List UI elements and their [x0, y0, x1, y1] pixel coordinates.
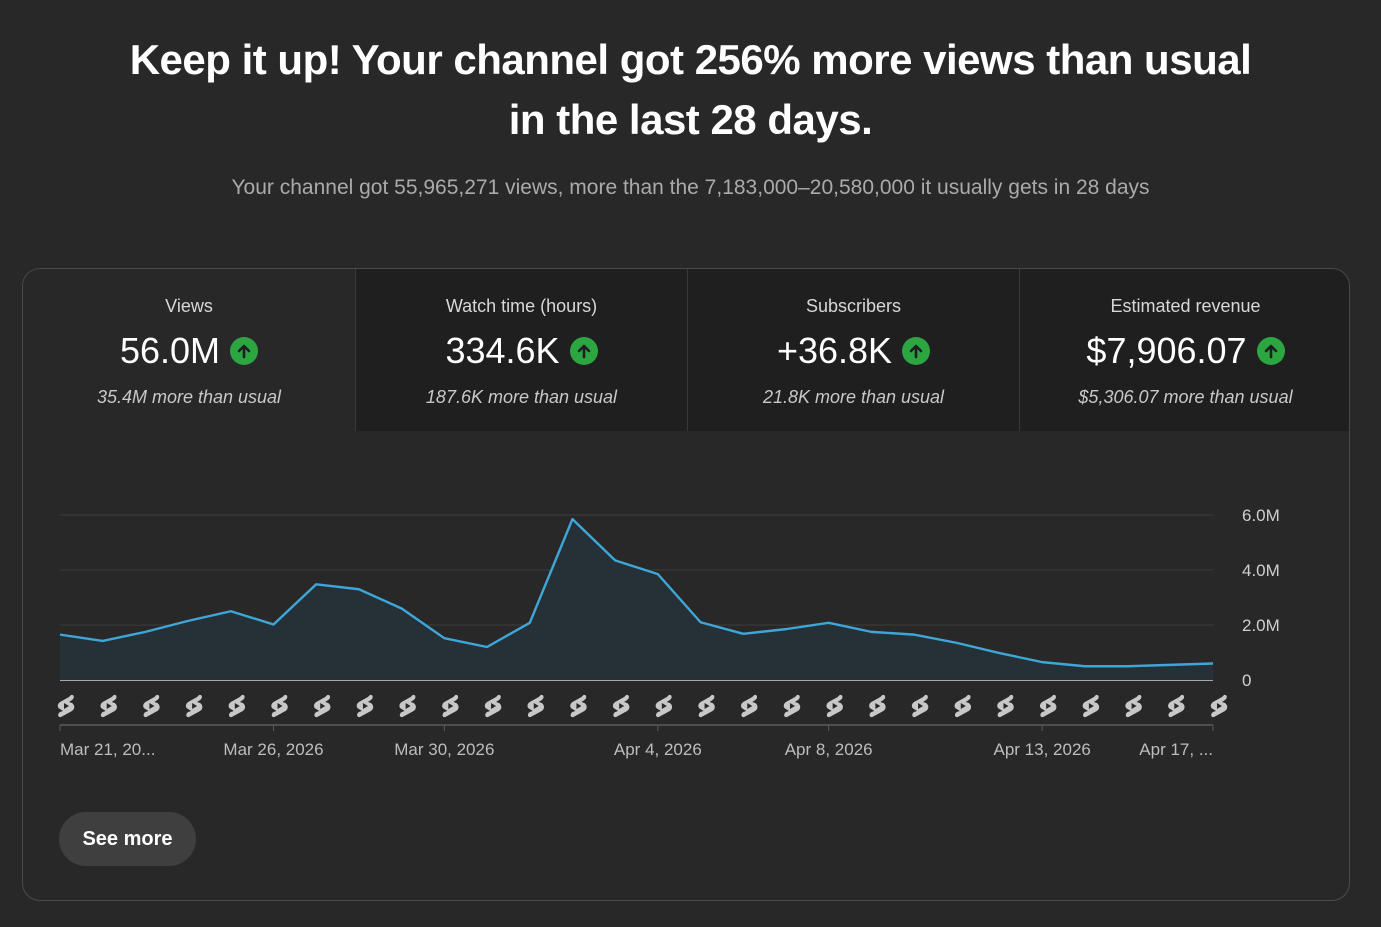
tab-estimated-revenue[interactable]: Estimated revenue $7,906.07 $5,306.07 mo… [1019, 269, 1349, 431]
arrow-up-icon [230, 337, 259, 365]
shorts-icon [484, 694, 502, 718]
shorts-icon [57, 694, 75, 718]
tab-note: $5,306.07 more than usual [1078, 387, 1293, 407]
data-point [399, 606, 405, 612]
data-point [1125, 663, 1131, 669]
tab-note: 21.8K more than usual [762, 387, 945, 407]
views-chart[interactable]: 0 2.0M 4.0M 6.0M Mar 21, 20... Mar 26, 2026 Ma… [23, 431, 1350, 801]
views-line [59, 517, 1214, 668]
tab-watch-time[interactable]: Watch time (hours) 334.6K 187.6K more th… [355, 269, 687, 431]
data-point [612, 557, 618, 563]
views-area [60, 519, 1213, 680]
y-tick-label: 6.0M [1242, 506, 1280, 525]
data-point [57, 632, 63, 638]
shorts-icon [356, 694, 374, 718]
data-point [1167, 662, 1173, 668]
shorts-icon [911, 694, 929, 718]
data-point [1039, 659, 1045, 665]
page-subline: Your channel got 55,965,271 views, more … [231, 176, 1150, 199]
shorts-icon [869, 694, 886, 718]
shorts-icon [1210, 694, 1228, 718]
tab-label: Estimated revenue [1110, 296, 1261, 316]
shorts-icon [612, 694, 630, 718]
tab-value: +36.8K [776, 330, 893, 371]
shorts-icon [570, 694, 587, 718]
data-point [142, 629, 148, 635]
tab-subscribers[interactable]: Subscribers +36.8K 21.8K more than usual [687, 269, 1019, 431]
x-tick-label: Apr 13, 2026 [994, 740, 1091, 759]
shorts-icon [1082, 694, 1100, 718]
x-tick-label: Apr 17, ... [1139, 740, 1213, 759]
x-tick-label: Mar 30, 2026 [394, 740, 494, 759]
shorts-icon [185, 694, 203, 718]
data-point [911, 632, 917, 638]
shorts-icon [954, 694, 972, 718]
x-tick-label: Apr 4, 2026 [614, 740, 702, 759]
data-point [271, 621, 277, 627]
shorts-icon [143, 694, 160, 718]
data-point [356, 586, 362, 592]
page-headline: Keep it up! Your channel got 256% more v… [129, 36, 1252, 143]
data-point [484, 644, 490, 650]
data-point [698, 619, 704, 625]
tab-value: $7,906.07 [1086, 330, 1247, 371]
shorts-icon [442, 694, 459, 718]
shorts-icon [100, 694, 117, 718]
data-point [313, 581, 319, 587]
tab-note: 187.6K more than usual [425, 387, 618, 407]
data-point [100, 638, 106, 644]
shorts-icon [527, 694, 544, 718]
data-point [527, 620, 533, 626]
shorts-icon [783, 694, 801, 718]
shorts-icon [741, 694, 758, 718]
x-tick-label: Apr 8, 2026 [785, 740, 873, 759]
tab-note: 35.4M more than usual [96, 387, 282, 407]
data-point [826, 620, 832, 626]
see-more-button[interactable]: See more [59, 812, 196, 866]
y-tick-label: 4.0M [1242, 561, 1280, 580]
y-tick-label: 2.0M [1242, 616, 1280, 635]
x-tick-label: Mar 26, 2026 [223, 740, 323, 759]
shorts-icon [655, 694, 673, 718]
metric-tabs: Views 56.0M 35.4M more than usual Watch … [23, 269, 1349, 431]
tab-value: 56.0M [119, 330, 221, 371]
data-point [569, 516, 575, 522]
data-point [740, 631, 746, 637]
data-point [868, 629, 874, 635]
shorts-icon [313, 694, 331, 718]
shorts-icon [826, 694, 843, 718]
data-point [441, 635, 447, 641]
shorts-icon [228, 694, 246, 718]
data-point [996, 650, 1002, 656]
shorts-icon [399, 694, 416, 718]
arrow-up-icon [1256, 337, 1285, 365]
x-tick-label: Mar 21, 20... [60, 740, 155, 759]
arrow-up-icon [569, 337, 598, 365]
data-point [1082, 663, 1088, 669]
data-point [783, 626, 789, 632]
tab-label: Subscribers [805, 296, 902, 316]
analytics-card: Views 56.0M 35.4M more than usual Watch … [22, 268, 1350, 901]
shorts-icon [1039, 694, 1057, 718]
tab-views[interactable]: Views 56.0M 35.4M more than usual [23, 269, 355, 431]
data-point [655, 571, 661, 577]
data-point [228, 608, 234, 614]
tab-label: Watch time (hours) [445, 296, 598, 316]
shorts-icon [1168, 694, 1185, 718]
data-point [954, 640, 960, 646]
tab-label: Views [165, 296, 213, 316]
shorts-icon [698, 694, 715, 718]
data-point [1210, 661, 1216, 667]
shorts-icon [271, 694, 288, 718]
y-tick-label: 0 [1242, 671, 1251, 690]
tab-value: 334.6K [445, 330, 560, 371]
data-point [185, 618, 191, 624]
shorts-icon [1125, 694, 1142, 718]
shorts-icon [997, 694, 1014, 718]
arrow-up-icon [902, 337, 931, 365]
